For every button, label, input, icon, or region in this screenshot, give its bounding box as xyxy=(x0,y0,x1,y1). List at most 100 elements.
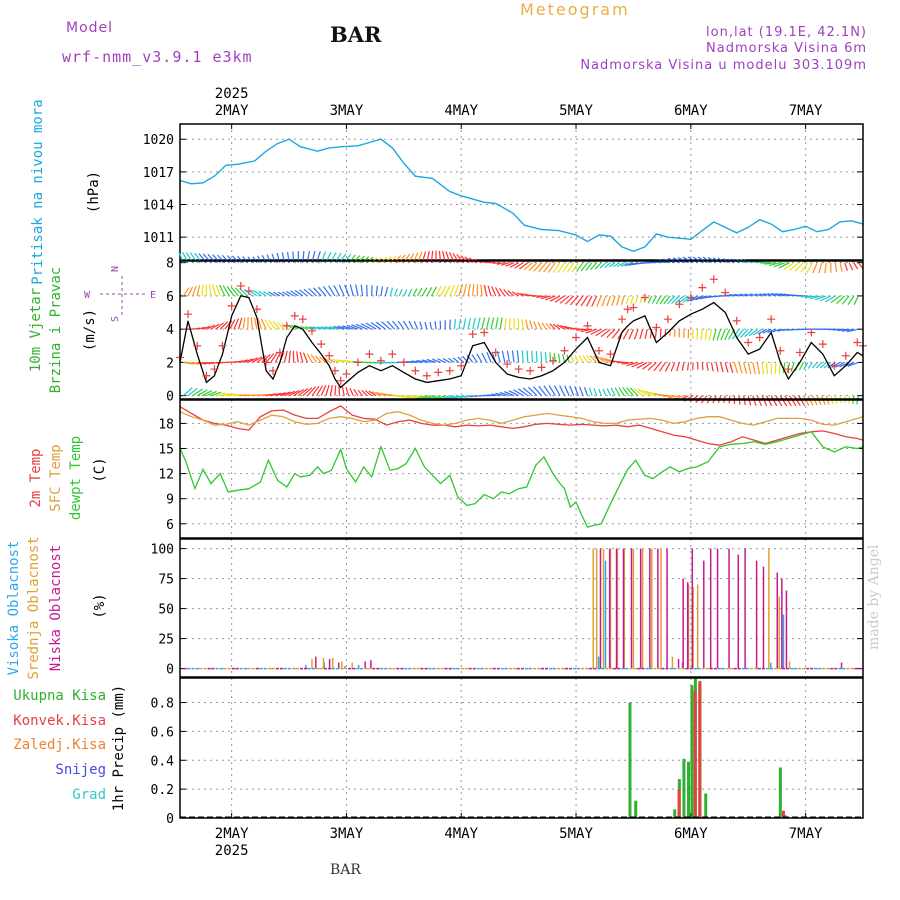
wind-arrow xyxy=(764,262,776,265)
wind-arrow xyxy=(743,362,748,374)
wind-arrow xyxy=(206,390,217,397)
wind-arrow xyxy=(707,256,717,264)
y-tick-label: 15 xyxy=(158,443,174,458)
x-tick-label-top: 6MAY xyxy=(674,103,708,119)
wind-arrow xyxy=(215,284,221,297)
wind-arrow xyxy=(504,317,507,330)
x-tick-label-top: 3MAY xyxy=(330,103,364,119)
wind-arrow xyxy=(631,361,643,368)
wind-arrow xyxy=(215,392,226,397)
wind-arrow xyxy=(633,328,639,340)
gust-marker xyxy=(308,326,317,335)
wind-arrow xyxy=(659,362,667,372)
wind-arrow xyxy=(630,295,634,304)
wind-arrow xyxy=(682,256,694,264)
wind-arrow xyxy=(312,287,322,297)
wind-arrow xyxy=(606,328,616,339)
precip-unit: 1hr Precip (mm) xyxy=(111,685,127,811)
y-tick-label: 6 xyxy=(166,290,174,305)
wind-arrow xyxy=(212,284,217,297)
wind-arrow xyxy=(582,355,589,363)
wind-arrow xyxy=(281,291,290,297)
panel-frame xyxy=(179,260,864,400)
panel-frame xyxy=(179,538,864,678)
wind-arrow xyxy=(328,285,336,297)
gust-marker xyxy=(594,346,603,355)
wind-arrow xyxy=(355,323,368,330)
y-tick-label: 1020 xyxy=(143,133,174,148)
wind-arrow xyxy=(800,262,809,273)
wind-arrow xyxy=(645,390,657,397)
wind-arrow xyxy=(807,362,813,369)
wind-arrow xyxy=(312,326,322,330)
wind-arrow xyxy=(490,317,495,330)
wind-arrow xyxy=(210,391,222,397)
wind-arrow xyxy=(735,328,745,339)
gust-marker xyxy=(776,346,785,355)
wind-arrow xyxy=(201,325,211,330)
wind-arrow xyxy=(260,318,267,330)
wind-arrow xyxy=(219,284,226,297)
wind-arrow xyxy=(517,318,520,330)
gust-marker xyxy=(262,358,271,367)
wind-arrow xyxy=(323,357,331,363)
wind-arrow xyxy=(759,293,767,297)
wind-arrow xyxy=(435,286,442,297)
wind-arrow xyxy=(332,358,340,363)
wind-arrow xyxy=(604,262,611,269)
wind-arrow xyxy=(476,353,483,363)
wind-arrow xyxy=(503,391,515,397)
wind-arrow xyxy=(803,362,809,370)
wind-arrow xyxy=(471,354,478,363)
wind-arrow xyxy=(492,262,501,264)
wind-arrow xyxy=(710,362,714,372)
wind-arrow xyxy=(424,321,428,330)
y-tick-label: 0.8 xyxy=(151,697,174,712)
y-tick-label: 8 xyxy=(166,257,174,272)
wind-arrow xyxy=(836,295,846,305)
wind-arrow xyxy=(396,395,409,398)
total-precip-bar xyxy=(690,685,694,818)
wind-arrow xyxy=(569,385,575,396)
wind-arrow xyxy=(523,262,533,271)
wind-arrow xyxy=(283,350,288,363)
wind-arrow xyxy=(701,362,704,371)
wind-arrow xyxy=(495,317,499,330)
gust-marker xyxy=(298,315,307,324)
wind-arrow xyxy=(353,388,359,396)
wind-arrow xyxy=(196,389,208,397)
wind-arrow xyxy=(578,355,584,363)
wind-arrow xyxy=(406,360,418,364)
wind-arrow xyxy=(402,320,409,330)
wind-arrow xyxy=(782,362,786,374)
wind-arrow xyxy=(636,361,648,369)
wind-arrow xyxy=(206,324,215,330)
wind-arrow xyxy=(467,284,471,297)
wind-arrow xyxy=(491,286,497,297)
wind-arrow xyxy=(316,326,326,330)
wind-arrow xyxy=(825,295,836,303)
wind-arrow xyxy=(729,294,740,297)
wind-arrow xyxy=(408,320,414,330)
wind-arrow xyxy=(440,285,447,297)
wind-arrow xyxy=(533,320,538,330)
wind-arrow xyxy=(552,262,561,273)
wind-arrow xyxy=(549,295,561,302)
wind-arrow xyxy=(288,350,291,363)
gust-marker xyxy=(807,328,816,337)
wind-arrow xyxy=(250,317,253,330)
gust-marker xyxy=(698,283,707,292)
compass-s: S xyxy=(110,316,121,322)
gust-marker xyxy=(342,370,351,379)
wind-arrow xyxy=(197,361,207,365)
wind-arrow xyxy=(847,361,859,367)
gust-marker xyxy=(623,305,632,314)
wind-arrow xyxy=(238,359,249,364)
wind-arrow xyxy=(625,295,630,305)
wind-arrow xyxy=(268,320,276,330)
total-precip-bar xyxy=(673,809,677,818)
gust-marker xyxy=(503,360,512,369)
wind-arrow xyxy=(819,295,832,302)
wind-arrow xyxy=(505,262,515,267)
wind-arrow xyxy=(564,295,575,305)
